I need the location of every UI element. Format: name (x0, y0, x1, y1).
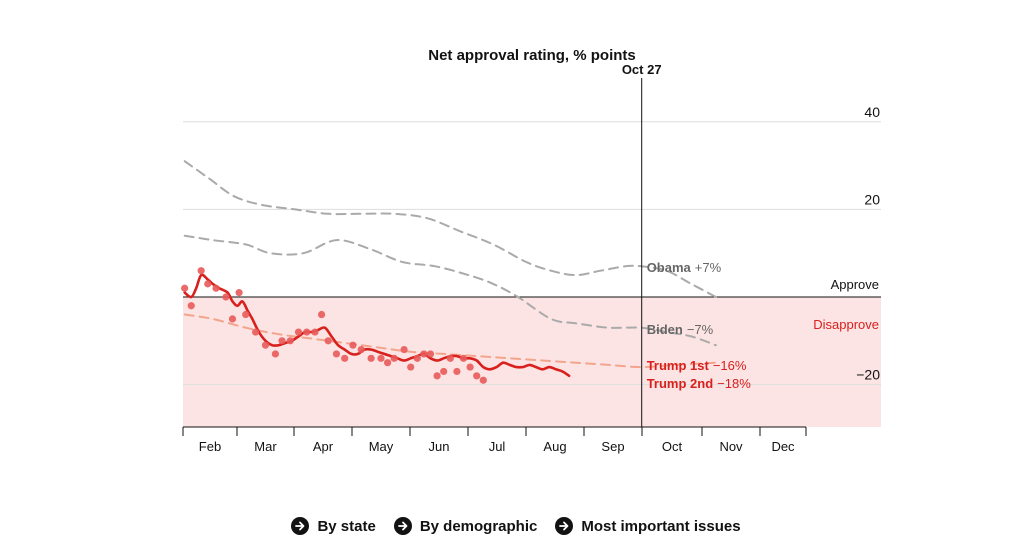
x-tick-label: Apr (313, 439, 334, 454)
approval-chart: 40 20 −20 Net approval rating, % points Oc… (181, 47, 881, 454)
y-tick-label: −20 (856, 367, 880, 383)
poll-dot (413, 354, 421, 362)
x-tick-label: Jul (489, 439, 506, 454)
poll-dot (303, 328, 311, 336)
poll-dot (252, 328, 260, 336)
poll-dot (420, 350, 428, 358)
poll-dot (311, 328, 319, 336)
x-tick-label: Dec (771, 439, 795, 454)
poll-dot (341, 354, 349, 362)
trump-2nd-line (183, 273, 571, 378)
poll-dot (235, 289, 243, 297)
trump-2nd-label: Trump 2nd −18% (647, 376, 752, 391)
approve-label: Approve (831, 277, 879, 292)
poll-dot (426, 350, 435, 358)
poll-dot (271, 350, 279, 358)
poll-dot (294, 328, 303, 336)
poll-dot (181, 284, 189, 292)
by-state-label: By state (317, 517, 376, 535)
series-name: Obama (647, 260, 692, 275)
series-name: Trump 1st (647, 358, 710, 373)
poll-dot (367, 354, 375, 362)
poll-dot (187, 302, 195, 310)
poll-dot (197, 267, 205, 275)
x-tick-label: Oct (662, 439, 683, 454)
poll-dot (324, 337, 332, 345)
poll-dot (357, 345, 365, 354)
y-tick-label: 20 (864, 191, 880, 207)
poll-dot (390, 354, 398, 362)
poll-dot (222, 293, 230, 301)
nav-links: By state By demographic Most important i… (0, 512, 1032, 540)
obama-line (183, 160, 717, 298)
poll-dot (318, 310, 326, 319)
series-value: −18% (717, 376, 751, 391)
by-demographic-label: By demographic (419, 517, 538, 535)
x-tick-label: Nov (719, 439, 743, 454)
poll-dot (332, 350, 341, 358)
poll-dot (400, 345, 408, 354)
poll-dot (204, 280, 212, 288)
series-value: +7% (695, 260, 722, 275)
disapprove-band (183, 297, 881, 427)
chart-title: Net approval rating, % points (428, 47, 636, 64)
poll-dot (242, 310, 250, 319)
date-marker-label: Oct 27 (622, 62, 662, 77)
disapprove-label: Disapprove (813, 317, 879, 332)
poll-dot (473, 372, 481, 380)
poll-dot (212, 284, 220, 292)
x-tick-label: Feb (199, 439, 221, 454)
trump-1st-label: Trump 1st −16% (647, 358, 747, 373)
poll-dot (261, 341, 270, 349)
x-tick-label: May (369, 439, 394, 454)
trump-1st-line (183, 313, 717, 369)
poll-dot (453, 367, 461, 376)
poll-dot (479, 376, 487, 384)
poll-dot (228, 315, 237, 323)
x-tick-label: Mar (254, 439, 277, 454)
poll-dot (286, 337, 294, 345)
x-tick-label: Jun (429, 439, 450, 454)
poll-dot (440, 367, 448, 376)
poll-dot (433, 372, 441, 380)
y-tick-label: 40 (864, 104, 880, 120)
by-state-link[interactable]: By state (291, 517, 376, 535)
poll-dot (377, 354, 385, 362)
series-value: −7% (687, 322, 714, 337)
poll-dot (446, 354, 454, 362)
arrow-right-icon (393, 517, 412, 535)
obama-label: Obama +7% (647, 260, 722, 275)
poll-dot (278, 337, 286, 345)
biden-label: Biden −7% (647, 322, 714, 337)
arrow-right-icon (291, 517, 310, 535)
x-tick-label: Sep (601, 439, 624, 454)
by-demographic-link[interactable]: By demographic (393, 517, 538, 535)
poll-dot (349, 341, 357, 349)
poll-dot (466, 363, 474, 371)
series-value: −16% (713, 358, 747, 373)
arrow-right-icon (555, 517, 574, 535)
poll-dot (459, 354, 468, 362)
x-tick-label: Aug (543, 439, 566, 454)
most-important-issues-link[interactable]: Most important issues (555, 517, 741, 535)
series-name: Trump 2nd (647, 376, 714, 391)
poll-dot (384, 359, 392, 367)
series-name: Biden (647, 322, 683, 337)
poll-dot (407, 363, 415, 371)
most-important-issues-label: Most important issues (581, 517, 741, 535)
